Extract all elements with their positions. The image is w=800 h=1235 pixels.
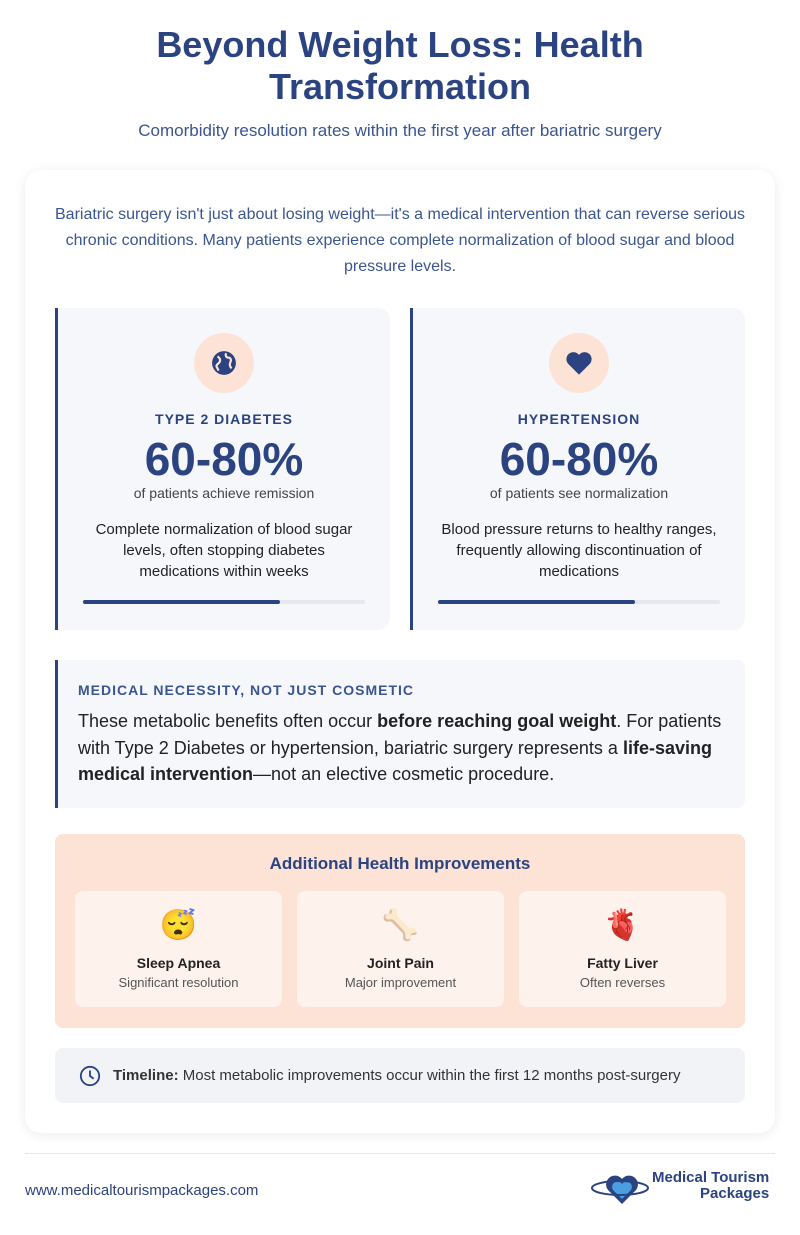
icon — [549, 333, 609, 393]
callout-body: These metabolic benefits often occur bef… — [78, 708, 725, 788]
stat-description: Complete normalization of blood sugar le… — [95, 521, 353, 580]
timeline-text: Most metabolic improvements occur within… — [182, 1067, 681, 1084]
improvement-detail: Major improvement — [344, 975, 457, 990]
timeline-label: Timeline: — [113, 1067, 179, 1084]
stat-description: Blood pressure returns to healthy ranges… — [441, 521, 717, 580]
logo-line: Medical Tourism — [652, 1169, 770, 1186]
stat-value: 60-80% — [144, 433, 304, 485]
logo-text: Medical Tourism Packages — [652, 1170, 769, 1202]
callout: MEDICAL NECESSITY, NOT JUST COSMETIC The… — [55, 660, 745, 808]
improvement-icon: 🫀 — [603, 909, 642, 942]
improvement-name: Joint Pain — [367, 955, 434, 971]
logo-mark — [591, 1175, 649, 1204]
improvement-item: 😴 Sleep Apnea Significant resolution — [75, 891, 282, 1007]
clock-icon — [79, 1065, 101, 1086]
logo-line: Packages — [700, 1185, 770, 1202]
improvement-item: 🦴 Joint Pain Major improvement — [297, 891, 504, 1007]
card: Bariatric surgery isn't just about losin… — [25, 170, 775, 1133]
stat-card: TYPE 2 DIABETES 60-80% of patients achie… — [55, 308, 390, 630]
progress-track — [83, 600, 365, 604]
callout-text: —not an elective cosmetic procedure. — [253, 764, 555, 784]
progress-fill — [438, 600, 636, 604]
progress-fill — [83, 600, 281, 604]
improvements-title: Additional Health Improvements — [269, 854, 531, 873]
improvement-name: Sleep Apnea — [136, 955, 221, 971]
globe-icon — [212, 351, 236, 375]
improvement-item: 🫀 Fatty Liver Often reverses — [519, 891, 726, 1007]
improvement-detail: Often reverses — [579, 975, 666, 990]
footer-rule — [25, 1153, 775, 1154]
callout-text: . For patients with Type 2 Diabetes or h… — [78, 711, 722, 758]
improvement-icon: 🦴 — [381, 909, 420, 942]
progress-track — [438, 600, 720, 604]
callout-bold: life-saving medical intervention — [78, 737, 712, 785]
improvements: Additional Health Improvements 😴 Sleep Ap… — [55, 834, 745, 1028]
logo: Medical Tourism Packages — [590, 1166, 769, 1206]
improvement-name: Fatty Liver — [587, 955, 658, 971]
intro: Bariatric surgery isn't just about losin… — [55, 206, 745, 275]
icon — [194, 333, 254, 393]
stat-caption: of patients see normalization — [489, 485, 669, 501]
callout-heading: MEDICAL NECESSITY, NOT JUST COSMETIC — [78, 682, 414, 698]
heart-icon — [566, 352, 592, 375]
stat-caption: of patients achieve remission — [133, 485, 315, 501]
subtitle: Comorbidity resolution rates within the … — [138, 121, 662, 140]
stat-label: TYPE 2 DIABETES — [155, 411, 293, 427]
improvement-detail: Significant resolution — [118, 975, 239, 990]
callout-text: These metabolic benefits often occur — [78, 711, 378, 731]
stat-label: HYPERTENSION — [517, 411, 641, 427]
title: Beyond Weight Loss: Health Transformatio… — [156, 24, 644, 107]
footer-url[interactable]: www.medicaltourismpackages.com — [25, 1182, 259, 1199]
callout-bold: before reaching goal weight — [377, 711, 617, 731]
timeline: Timeline: Most metabolic improvements oc… — [55, 1048, 745, 1103]
stat-value: 60-80% — [499, 433, 659, 485]
improvement-icon: 😴 — [159, 909, 198, 942]
stat-card: HYPERTENSION 60-80% of patients see norm… — [410, 308, 745, 630]
